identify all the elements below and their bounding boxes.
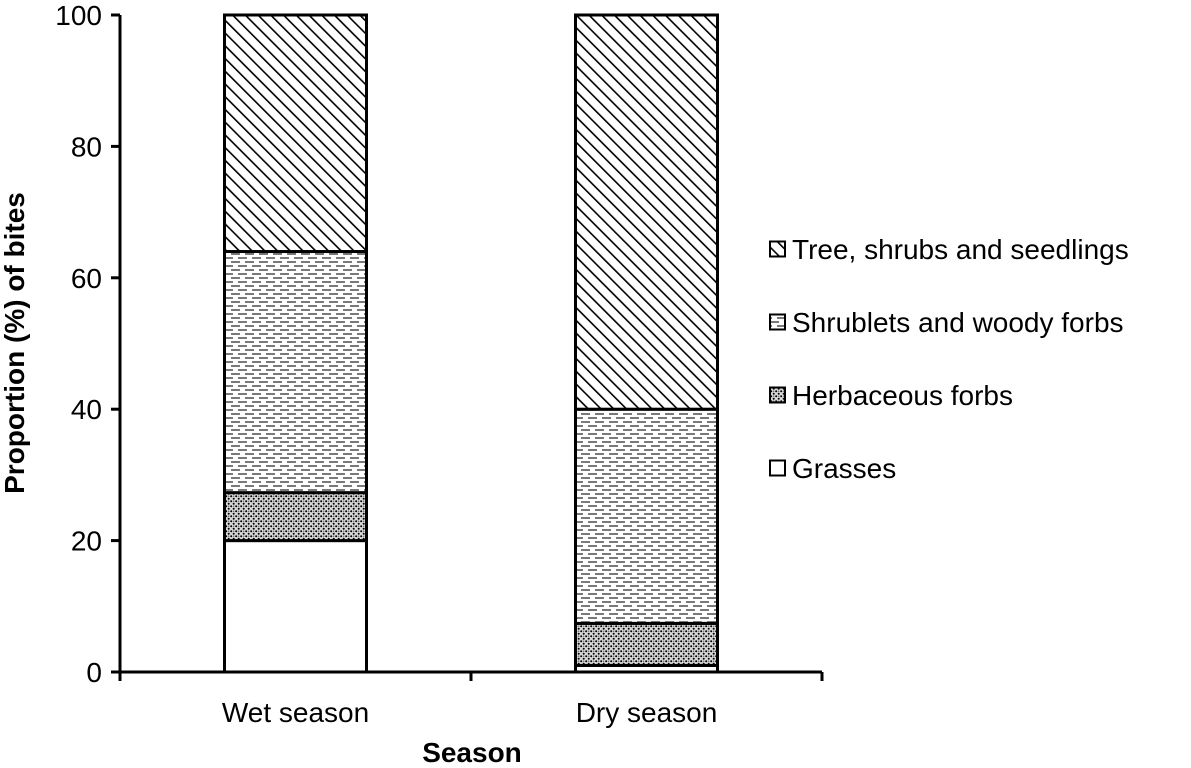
y-tick-label: 60 [71, 263, 102, 294]
y-axis: 0 20 40 60 80 100 [55, 0, 122, 688]
legend-label: Herbaceous forbs [792, 380, 1013, 411]
legend-swatch [769, 240, 786, 258]
legend-swatch [769, 313, 786, 331]
x-tick-label: Wet season [222, 697, 369, 728]
legend-label: Grasses [792, 453, 896, 484]
legend-swatch [769, 386, 786, 404]
y-tick-label: 0 [86, 657, 102, 688]
bar-segment-1 [223, 539, 368, 674]
bar-segment-2 [223, 491, 368, 543]
x-axis-title: Season [422, 737, 522, 768]
legend-label: Tree, shrubs and seedlings [792, 234, 1129, 265]
x-axis: Wet season Dry season [118, 670, 824, 728]
bar-segment-3 [223, 250, 368, 495]
bar-segment-3 [574, 407, 719, 625]
bar-segment-4 [223, 13, 368, 254]
y-tick-label: 100 [55, 0, 102, 31]
bar-segment-2 [574, 621, 719, 667]
legend-label: Shrublets and woody forbs [792, 307, 1124, 338]
bars [223, 13, 719, 674]
y-tick-label: 80 [71, 131, 102, 162]
y-axis-title: Proportion (%) of bites [0, 192, 30, 494]
y-tick-label: 40 [71, 394, 102, 425]
x-tick-label: Dry season [576, 697, 718, 728]
legend: Tree, shrubs and seedlings Shrublets and … [769, 234, 1129, 484]
legend-swatch [769, 459, 786, 477]
bar-segment-4 [574, 13, 719, 411]
y-tick-label: 20 [71, 526, 102, 557]
